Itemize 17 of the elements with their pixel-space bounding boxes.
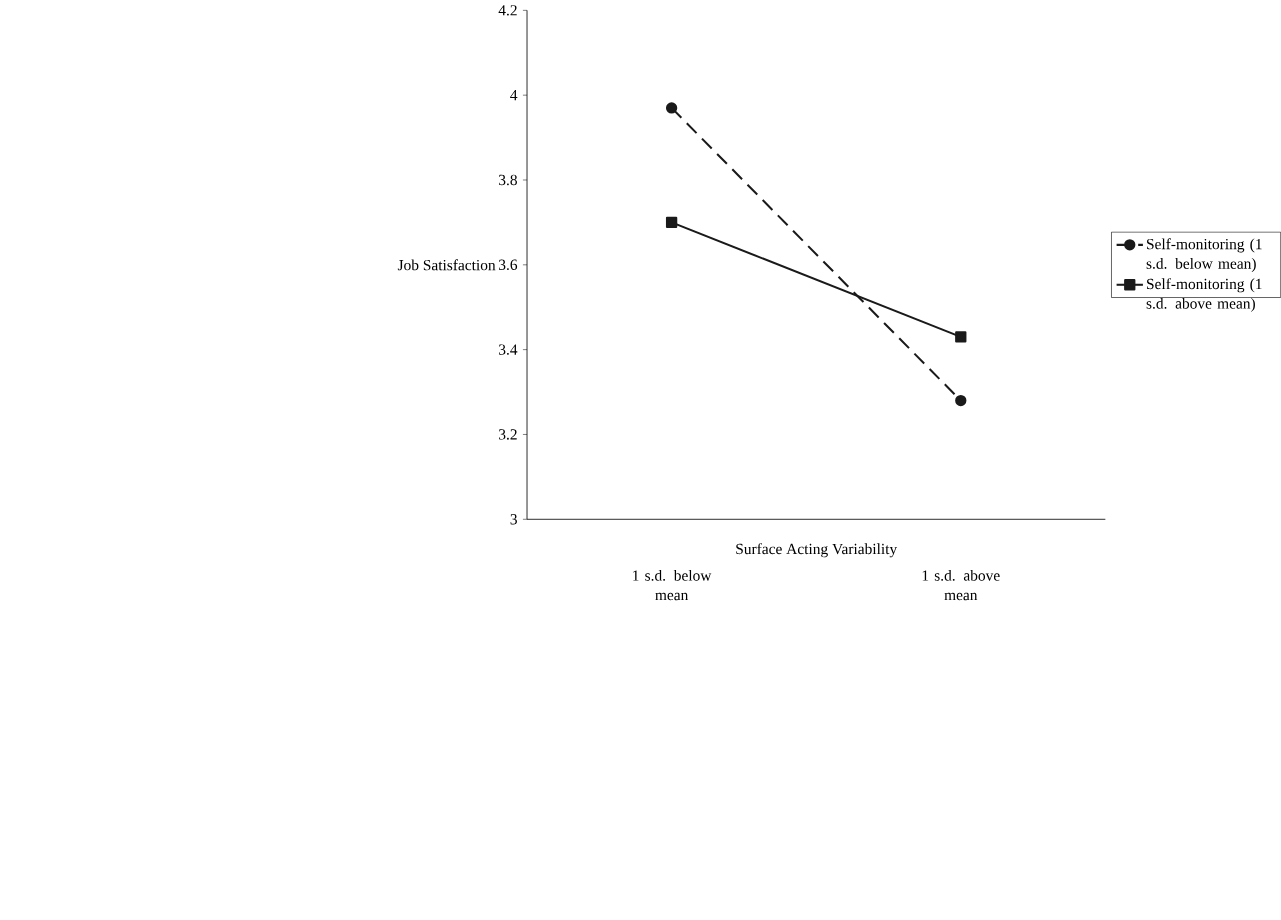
y-tick-label: 3.8: [499, 174, 517, 186]
y-tick-label: 3: [510, 514, 517, 525]
point: [665, 216, 678, 229]
y-tick-label: 3.6: [499, 259, 518, 271]
point: [955, 331, 967, 343]
point: [665, 102, 678, 114]
y-tick-label: 4: [510, 90, 518, 101]
y-axis-title: Job Satisfaction: [397, 259, 496, 271]
y-tick-label: 3.4: [499, 344, 518, 355]
x-tick-label: 1 s.d. above mean: [922, 569, 1000, 601]
legend-label: Self-monitoring (1 s.d. above mean): [1146, 278, 1262, 312]
y-tick-label: 4.2: [498, 5, 517, 16]
point: [955, 394, 967, 407]
x-axis-title: Surface Acting Variability: [736, 543, 898, 558]
y-tick-label: 3.2: [499, 429, 517, 440]
x-tick-label: 1 s.d. below mean: [633, 569, 712, 601]
legend-label: Self-monitoring (1 s.d. below mean): [1146, 238, 1262, 272]
